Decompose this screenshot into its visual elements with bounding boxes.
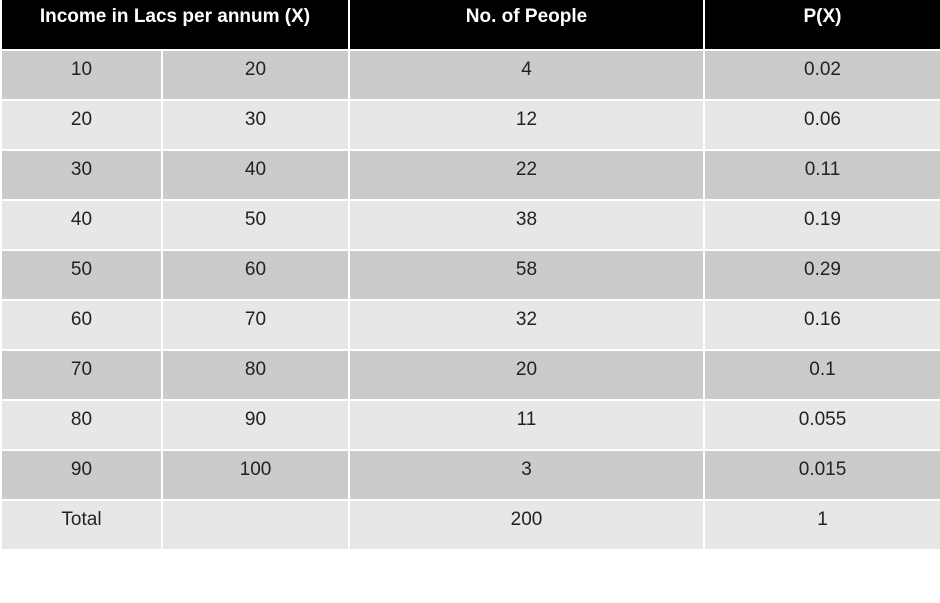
- table-row: 20 30 12 0.06: [0, 99, 940, 151]
- table-row: 40 50 38 0.19: [0, 199, 940, 251]
- probability-cell: 0.055: [703, 399, 940, 451]
- people-cell: 20: [348, 349, 705, 401]
- total-row: Total 200 1: [0, 499, 940, 551]
- income-to-cell: 70: [161, 299, 350, 351]
- total-blank-cell: [161, 499, 350, 551]
- income-from-cell: 20: [0, 99, 163, 151]
- probability-cell: 0.06: [703, 99, 940, 151]
- people-cell: 4: [348, 49, 705, 101]
- header-probability: P(X): [703, 0, 940, 51]
- table-row: 60 70 32 0.16: [0, 299, 940, 351]
- probability-cell: 0.015: [703, 449, 940, 501]
- table-row: 80 90 11 0.055: [0, 399, 940, 451]
- income-distribution-table-wrap: Income in Lacs per annum (X) No. of Peop…: [0, 0, 940, 551]
- table-row: 10 20 4 0.02: [0, 49, 940, 101]
- probability-cell: 0.11: [703, 149, 940, 201]
- income-from-cell: 70: [0, 349, 163, 401]
- people-cell: 22: [348, 149, 705, 201]
- probability-cell: 0.1: [703, 349, 940, 401]
- probability-cell: 0.02: [703, 49, 940, 101]
- table-row: 50 60 58 0.29: [0, 249, 940, 301]
- total-people-cell: 200: [348, 499, 705, 551]
- probability-cell: 0.29: [703, 249, 940, 301]
- income-from-cell: 10: [0, 49, 163, 101]
- income-from-cell: 80: [0, 399, 163, 451]
- header-income: Income in Lacs per annum (X): [0, 0, 350, 51]
- table-row: 30 40 22 0.11: [0, 149, 940, 201]
- people-cell: 58: [348, 249, 705, 301]
- table-row: 70 80 20 0.1: [0, 349, 940, 401]
- income-from-cell: 50: [0, 249, 163, 301]
- income-to-cell: 100: [161, 449, 350, 501]
- header-row: Income in Lacs per annum (X) No. of Peop…: [0, 0, 940, 51]
- table-row: 90 100 3 0.015: [0, 449, 940, 501]
- probability-cell: 0.19: [703, 199, 940, 251]
- income-from-cell: 30: [0, 149, 163, 201]
- people-cell: 12: [348, 99, 705, 151]
- header-people: No. of People: [348, 0, 705, 51]
- income-distribution-table: Income in Lacs per annum (X) No. of Peop…: [0, 0, 940, 551]
- income-from-cell: 60: [0, 299, 163, 351]
- income-to-cell: 60: [161, 249, 350, 301]
- people-cell: 32: [348, 299, 705, 351]
- people-cell: 11: [348, 399, 705, 451]
- income-to-cell: 90: [161, 399, 350, 451]
- income-to-cell: 30: [161, 99, 350, 151]
- income-from-cell: 90: [0, 449, 163, 501]
- total-probability-cell: 1: [703, 499, 940, 551]
- income-to-cell: 50: [161, 199, 350, 251]
- people-cell: 3: [348, 449, 705, 501]
- probability-cell: 0.16: [703, 299, 940, 351]
- income-to-cell: 40: [161, 149, 350, 201]
- income-to-cell: 80: [161, 349, 350, 401]
- people-cell: 38: [348, 199, 705, 251]
- income-from-cell: 40: [0, 199, 163, 251]
- income-to-cell: 20: [161, 49, 350, 101]
- total-label-cell: Total: [0, 499, 163, 551]
